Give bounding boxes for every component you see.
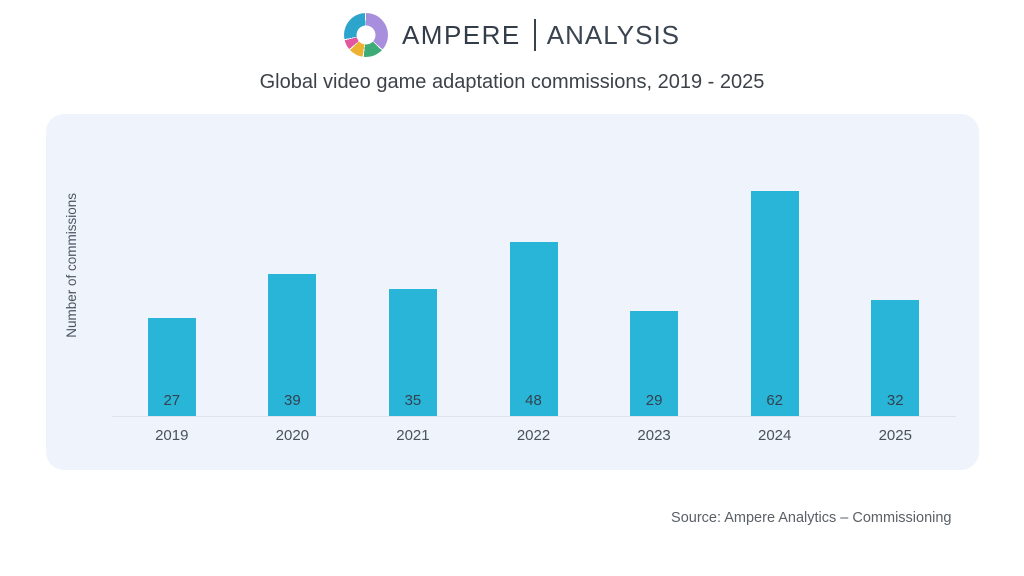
bar-2021: 35	[388, 289, 437, 416]
brand-divider	[533, 19, 536, 51]
x-axis-label-2020: 2020	[275, 427, 310, 444]
bar-value-2021: 35	[404, 392, 422, 409]
x-axis-label-2025: 2025	[878, 427, 912, 444]
bar-value-2022: 48	[525, 392, 542, 409]
y-axis-label: Number of commissions	[64, 193, 79, 338]
chart-body: Number of commissions 27 39 35 48 29 62 32 201…	[46, 114, 979, 470]
bar-2019: 27	[147, 318, 196, 416]
bar-cell-2021: 35	[353, 114, 474, 416]
x-axis-label-2022: 2022	[516, 427, 551, 444]
bar-value-2025: 32	[886, 392, 904, 409]
y-axis: Number of commissions	[46, 114, 112, 417]
bar-2024: 62	[750, 191, 799, 416]
x-axis-labels-row: 2019 2020 2021 2022 2023 2024 2025	[112, 417, 956, 444]
x-axis-label-2019: 2019	[155, 427, 189, 444]
bar-cell-2023: 29	[594, 114, 715, 416]
bar-cell-2025: 32	[835, 114, 956, 416]
brand-name-secondary: ANALYSIS	[546, 19, 681, 50]
bar-2025: 32	[871, 300, 920, 416]
bar-2023: 29	[630, 311, 679, 416]
bar-value-2020: 39	[284, 392, 301, 409]
x-axis-label-2023: 2023	[637, 427, 671, 444]
footer: Source: Ampere Analytics – Commissioning	[46, 509, 979, 527]
x-axis-label-2024: 2024	[757, 427, 792, 444]
chart-panel: Number of commissions 27 39 35 48 29 62 32 201…	[45, 114, 979, 470]
brand-lockup: AMPERE ANALYSIS	[402, 19, 680, 51]
x-axis-label-2021: 2021	[396, 427, 430, 444]
header: AMPERE ANALYSIS	[0, 0, 1024, 57]
bar-value-2019: 27	[163, 392, 181, 409]
bar-value-2024: 62	[766, 392, 784, 409]
bar-cell-2024: 62	[714, 114, 835, 416]
chart-title: Global video game adaptation commissions…	[259, 71, 765, 93]
bar-2020: 39	[268, 274, 317, 416]
bars-row: 27 39 35 48 29 62 32	[111, 114, 956, 417]
source-text: Source: Ampere Analytics – Commissioning	[671, 510, 952, 526]
bar-2022: 48	[509, 242, 558, 416]
donut-chart-icon	[343, 13, 388, 57]
bar-cell-2020: 39	[232, 114, 353, 416]
bar-cell-2019: 27	[112, 114, 233, 416]
brand-name-primary: AMPERE	[401, 19, 521, 50]
plot-area: 27 39 35 48 29 62 32 2019 2020 2021 2022 2023 2024 2…	[111, 114, 956, 470]
bar-cell-2022: 48	[473, 114, 594, 416]
bar-value-2023: 29	[645, 392, 663, 409]
